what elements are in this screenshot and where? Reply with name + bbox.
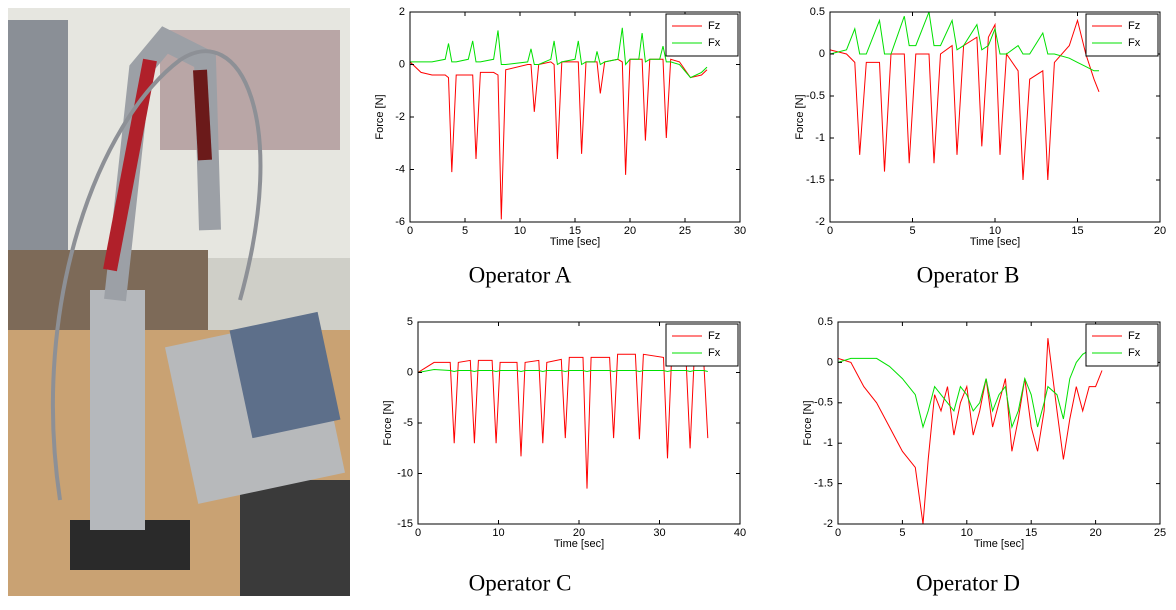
y-axis-label: Force [N] [794,94,806,139]
data-line [830,18,1100,181]
x-tick-label: 0 [835,527,841,539]
chart: 0 10 20 30 40 -15 -10 -5 0 5 Time [sec] Force [N] Op… [382,316,746,595]
y-tick-label: 0.5 [818,316,833,328]
x-tick-label: 40 [734,527,746,539]
caption: Operator A [469,262,572,287]
lines [830,12,1100,181]
caption: Operator C [469,570,572,595]
data-line [830,12,1099,72]
x-tick-label: 20 [624,225,636,237]
data-line [410,27,708,79]
y-tick-label: -2 [823,518,833,530]
legend-label: Fz [1128,20,1140,32]
legend-box [665,13,739,57]
legend-label: Fx [1128,37,1141,49]
y-tick-label: 0 [407,366,413,378]
legend-box [1085,13,1159,57]
lines [418,353,709,489]
legend-label: Fz [1128,330,1140,342]
y-tick-label: -2 [815,216,825,228]
legend-box [665,323,739,367]
x-tick-label: 10 [989,225,1001,237]
x-tick-label: 0 [827,225,833,237]
y-tick-label: -0.5 [814,397,833,409]
x-tick-label: 30 [653,527,665,539]
x-tick-label: 10 [961,527,973,539]
x-tick-label: 0 [415,527,421,539]
lines [838,338,1103,524]
legend-label: Fx [708,347,721,359]
y-axis-label: Force [N] [802,400,814,445]
axes-frame [837,321,1161,525]
x-tick-label: 30 [734,225,746,237]
x-axis-label: Time [sec] [974,538,1024,550]
x-axis-label: Time [sec] [970,236,1020,248]
x-tick-label: 20 [1154,225,1166,237]
y-tick-label: -1 [815,132,825,144]
y-tick-label: 0.5 [810,6,825,18]
data-line [838,338,1103,524]
y-tick-label: -15 [397,518,413,530]
y-tick-label: -1.5 [814,478,833,490]
legend-box [1085,323,1159,367]
y-tick-label: 0 [819,48,825,60]
x-tick-label: 5 [899,527,905,539]
y-tick-label: 2 [399,6,405,18]
lines [410,27,708,220]
x-tick-label: 15 [569,225,581,237]
x-axis-label: Time [sec] [554,538,604,550]
x-tick-label: 5 [909,225,915,237]
data-line [838,349,1103,429]
x-tick-label: 0 [407,225,413,237]
y-tick-label: -0.5 [806,90,825,102]
caption: Operator D [916,570,1020,595]
y-tick-label: 0 [399,58,405,70]
y-tick-label: -6 [395,216,405,228]
y-tick-label: -10 [397,467,413,479]
chart: 0 5 10 15 20 -2 -1.5 -1 -0.5 0 0.5 Time [sec] Force … [794,6,1166,287]
x-axis-label: Time [sec] [550,236,600,248]
chart: 0 5 10 15 20 25 30 -6 -4 -2 0 2 Time [sec] Force [N] O… [374,6,746,287]
y-tick-label: 0 [827,356,833,368]
y-axis-label: Force [N] [382,400,394,445]
y-tick-label: -4 [395,163,405,175]
x-tick-label: 25 [1154,527,1166,539]
y-tick-label: 5 [407,316,413,328]
x-tick-label: 5 [462,225,468,237]
x-tick-label: 10 [492,527,504,539]
data-line [418,368,708,373]
y-axis-label: Force [N] [374,94,386,139]
legend-label: Fx [1128,347,1141,359]
x-tick-label: 15 [1025,527,1037,539]
y-tick-label: -1.5 [806,174,825,186]
x-tick-label: 15 [1071,225,1083,237]
y-tick-label: -5 [403,417,413,429]
x-tick-label: 20 [573,527,585,539]
legend-label: Fz [708,330,720,342]
y-tick-label: -1 [823,437,833,449]
caption: Operator B [917,262,1020,287]
chart: 0 5 10 15 20 25 -2 -1.5 -1 -0.5 0 0.5 Time [sec] Forc… [802,316,1166,595]
x-tick-label: 20 [1089,527,1101,539]
photo [8,8,350,596]
legend-label: Fx [708,37,721,49]
legend-label: Fz [708,20,720,32]
data-line [418,353,709,489]
x-tick-label: 10 [514,225,526,237]
x-tick-label: 25 [679,225,691,237]
y-tick-label: -2 [395,111,405,123]
